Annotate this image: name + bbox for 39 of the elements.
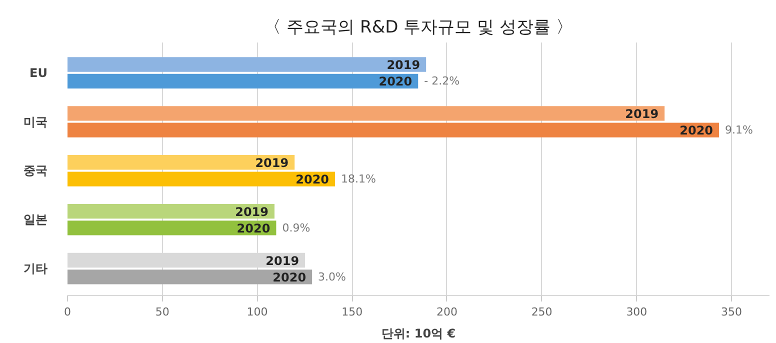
y-tick-label: 중국	[24, 164, 48, 178]
bar	[68, 172, 336, 186]
annotation: 9.1%	[725, 124, 753, 137]
x-tick-label: 200	[436, 306, 458, 318]
x-tick-label: 250	[531, 306, 552, 318]
chart-title: 〈 주요국의 R&D 투자규모 및 성장률 〉	[264, 18, 573, 38]
y-tick-label: 기타	[24, 262, 48, 276]
bar	[68, 122, 720, 138]
bar	[68, 270, 312, 284]
text: 2020	[296, 172, 330, 187]
text: 2020	[236, 221, 270, 236]
bar	[68, 155, 295, 170]
text: 2019	[235, 204, 269, 219]
bar	[68, 220, 276, 236]
y-tick-label: 미국	[24, 114, 48, 129]
x-tick-label: 0	[64, 306, 71, 318]
text: 2019	[386, 58, 420, 72]
x-axis-title: 단위: 10억 €	[381, 326, 456, 340]
bar	[68, 204, 274, 219]
text: 2019	[266, 254, 300, 268]
series-label: 2020	[272, 270, 306, 284]
x-tick-label: 150	[342, 306, 363, 318]
bar	[68, 74, 418, 88]
x-tick-label: 100	[246, 306, 268, 318]
text: 2020	[680, 124, 714, 138]
x-tick-label: 350	[721, 306, 742, 318]
y-tick-label: 일본	[24, 212, 48, 227]
y-tick-label: EU	[30, 66, 48, 80]
text: 2020	[378, 74, 412, 89]
annotation: - 2.2%	[424, 74, 460, 88]
x-tick-label: 50	[155, 306, 170, 318]
bar	[68, 57, 426, 72]
text: 2019	[255, 156, 289, 170]
x-tick-label: 300	[626, 306, 648, 318]
annotation: 0.9%	[282, 221, 310, 234]
series-label: 2019	[625, 106, 659, 121]
bar	[68, 106, 665, 121]
annotation: 3.0%	[318, 270, 346, 284]
annotation: 18.1%	[341, 172, 376, 186]
